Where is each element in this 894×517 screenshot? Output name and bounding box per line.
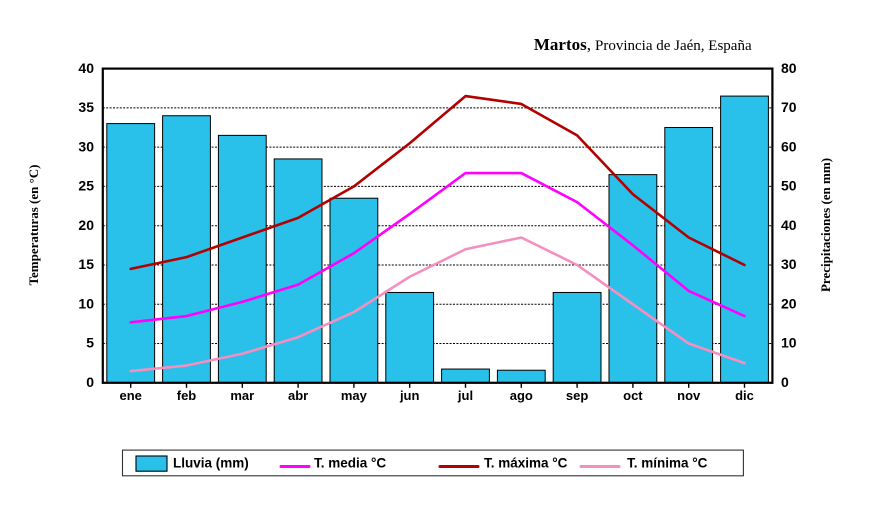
svg-text:Martos,: Martos, [534,35,591,54]
svg-text:may: may [341,388,368,403]
svg-text:10: 10 [78,295,94,311]
svg-text:60: 60 [781,138,797,154]
svg-text:Temperaturas (en °C): Temperaturas (en °C) [26,165,41,286]
svg-text:oct: oct [623,388,643,403]
svg-text:0: 0 [86,374,94,390]
svg-text:30: 30 [781,256,797,272]
svg-text:25: 25 [78,178,94,194]
svg-text:15: 15 [78,256,94,272]
svg-text:20: 20 [78,217,94,233]
svg-text:50: 50 [781,178,797,194]
svg-text:40: 40 [78,60,94,76]
svg-text:ago: ago [510,388,533,403]
svg-text:Precipitaciones (en mm): Precipitaciones (en mm) [818,158,833,292]
svg-text:Provincia de Jaén, España: Provincia de Jaén, España [595,38,752,54]
svg-text:20: 20 [781,295,797,311]
svg-text:feb: feb [177,388,197,403]
svg-text:35: 35 [78,99,94,115]
svg-text:70: 70 [781,99,797,115]
svg-text:ene: ene [119,388,141,403]
svg-text:T. máxima °C: T. máxima °C [484,456,568,471]
svg-text:T. media °C: T. media °C [314,456,386,471]
svg-text:jun: jun [399,388,420,403]
svg-text:0: 0 [781,374,789,390]
svg-text:mar: mar [230,388,254,403]
svg-text:nov: nov [677,388,701,403]
svg-text:30: 30 [78,138,94,154]
svg-text:40: 40 [781,217,797,233]
svg-text:abr: abr [288,388,308,403]
svg-text:sep: sep [566,388,588,403]
svg-text:80: 80 [781,60,797,76]
svg-text:dic: dic [735,388,754,403]
svg-text:10: 10 [781,335,797,351]
svg-text:T. mínima °C: T. mínima °C [627,456,708,471]
svg-text:jul: jul [457,388,473,403]
svg-text:5: 5 [86,335,94,351]
svg-text:Lluvia (mm): Lluvia (mm) [173,456,249,471]
